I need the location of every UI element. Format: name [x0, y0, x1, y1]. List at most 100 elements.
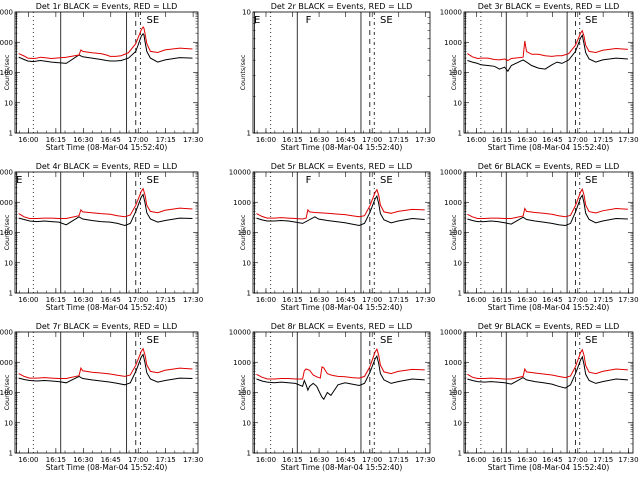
series-events-line [18, 353, 193, 386]
x-tick-label: 17:15 [156, 296, 176, 304]
x-axis-label: Start Time (08-Mar-04 15:52:40) [281, 143, 403, 152]
panel-det-2: Det 2r BLACK = Events, RED = LLD 1 10 16:00… [239, 2, 435, 152]
x-tick-label: 17:15 [389, 296, 409, 304]
y-tick-label: 10 [453, 259, 462, 267]
x-tick-label: 16:45 [336, 136, 356, 144]
x-tick-label: 16:30 [73, 296, 93, 304]
series-lld-line [467, 29, 628, 62]
x-axis-label: Start Time (08-Mar-04 15:52:40) [46, 303, 168, 312]
y-tick-label: 10 [4, 259, 13, 267]
series-events-line [467, 355, 628, 389]
x-tick-label: 16:45 [336, 296, 356, 304]
plot-frame [14, 11, 199, 134]
y-tick-label: 10000 [0, 329, 13, 337]
y-tick-label: 1 [9, 450, 13, 458]
plot-frame [252, 171, 431, 294]
y-axis-label: Counts/sec [239, 54, 247, 90]
y-tick-label: 1 [458, 290, 462, 298]
y-axis-label: Counts/sec [3, 214, 11, 250]
x-tick-label: 17:30 [183, 296, 203, 304]
series-events-line [256, 354, 425, 401]
panel-det-7: Det 7r BLACK = Events, RED = LLD 1 10 100 10… [0, 322, 203, 472]
x-tick-label: 17:00 [362, 136, 382, 144]
y-tick-label: 100 [238, 229, 251, 237]
x-axis-label: Start Time (08-Mar-04 15:52:40) [488, 463, 610, 472]
x-tick-label: 16:00 [466, 296, 486, 304]
x-tick-label: 16:30 [517, 296, 537, 304]
series-lld-line [467, 188, 628, 219]
x-tick-label: 16:30 [517, 456, 537, 464]
x-tick-label: 16:15 [46, 296, 66, 304]
x-tick-label: 16:15 [282, 136, 302, 144]
y-tick-label: 10 [242, 419, 251, 427]
y-tick-label: 10000 [0, 9, 13, 17]
panel-det-1: Det 1r BLACK = Events, RED = LLD 1 10 100 10… [0, 2, 203, 152]
x-tick-label: 16:30 [309, 136, 329, 144]
panel-title: Det 5r BLACK = Events, RED = LLD [271, 162, 413, 171]
x-tick-label: 17:00 [568, 136, 588, 144]
marker-label: E [254, 15, 260, 26]
panel-det-8: Det 8r BLACK = Events, RED = LLD 1 10 100 10… [229, 322, 436, 472]
marker-label: F [306, 15, 312, 26]
series-events-line [18, 32, 193, 64]
x-tick-label: 17:30 [618, 456, 638, 464]
x-tick-label: 17:30 [415, 456, 435, 464]
y-axis-label: Counts/sec [450, 214, 458, 250]
x-tick-label: 17:30 [415, 296, 435, 304]
x-tick-label: 16:45 [101, 456, 121, 464]
x-tick-label: 16:15 [282, 456, 302, 464]
series-events-line [467, 194, 628, 227]
y-tick-label: 1000 [233, 359, 251, 367]
marker-label: SE [585, 175, 598, 186]
marker-label: E [16, 175, 22, 186]
x-axis-label: Start Time (08-Mar-04 15:52:40) [281, 303, 403, 312]
x-tick-label: 16:45 [542, 136, 562, 144]
y-tick-label: 1 [9, 290, 13, 298]
x-tick-label: 17:15 [156, 456, 176, 464]
x-tick-label: 16:00 [18, 296, 38, 304]
panel-title: Det 8r BLACK = Events, RED = LLD [271, 322, 413, 331]
x-tick-label: 17:30 [415, 136, 435, 144]
x-tick-label: 17:00 [568, 456, 588, 464]
y-tick-label: 1000 [444, 199, 462, 207]
x-axis-label: Start Time (08-Mar-04 15:52:40) [281, 463, 403, 472]
panel-det-5: Det 5r BLACK = Events, RED = LLD 1 10 100 10… [229, 162, 436, 312]
panel-title: Det 1r BLACK = Events, RED = LLD [36, 2, 178, 11]
x-tick-label: 17:00 [568, 296, 588, 304]
x-tick-label: 16:30 [73, 456, 93, 464]
y-axis-label: Counts/sec [239, 214, 247, 250]
y-tick-label: 100 [0, 389, 13, 397]
series-lld-line [18, 347, 193, 379]
y-tick-label: 10 [453, 99, 462, 107]
y-tick-label: 1000 [0, 39, 13, 47]
x-tick-label: 16:15 [46, 456, 66, 464]
x-tick-label: 17:00 [128, 136, 148, 144]
x-tick-label: 17:30 [183, 136, 203, 144]
x-tick-label: 16:00 [256, 296, 276, 304]
x-tick-label: 16:45 [542, 296, 562, 304]
x-tick-label: 17:15 [593, 136, 613, 144]
series-lld-line [256, 348, 425, 380]
x-tick-label: 17:30 [183, 456, 203, 464]
series-lld-line [467, 348, 628, 380]
x-tick-label: 16:30 [309, 296, 329, 304]
plot-frame [252, 11, 431, 134]
y-axis-label: Counts/sec [450, 54, 458, 90]
x-tick-label: 17:15 [156, 136, 176, 144]
y-axis-label: Counts/sec [450, 374, 458, 410]
y-tick-label: 1 [458, 450, 462, 458]
series-lld-line [18, 26, 193, 60]
x-axis-label: Start Time (08-Mar-04 15:52:40) [488, 143, 610, 152]
x-tick-label: 17:15 [389, 136, 409, 144]
y-tick-label: 10000 [0, 169, 13, 177]
y-tick-label: 10000 [440, 169, 462, 177]
y-tick-label: 1 [9, 130, 13, 138]
marker-label: SE [380, 15, 393, 26]
marker-label: F [306, 175, 312, 186]
x-axis-label: Start Time (08-Mar-04 15:52:40) [46, 143, 168, 152]
marker-label: SE [380, 175, 393, 186]
panel-title: Det 7r BLACK = Events, RED = LLD [36, 322, 178, 331]
y-tick-label: 10000 [229, 329, 251, 337]
y-axis-label: Counts/sec [239, 374, 247, 410]
series-lld-line [18, 187, 193, 219]
